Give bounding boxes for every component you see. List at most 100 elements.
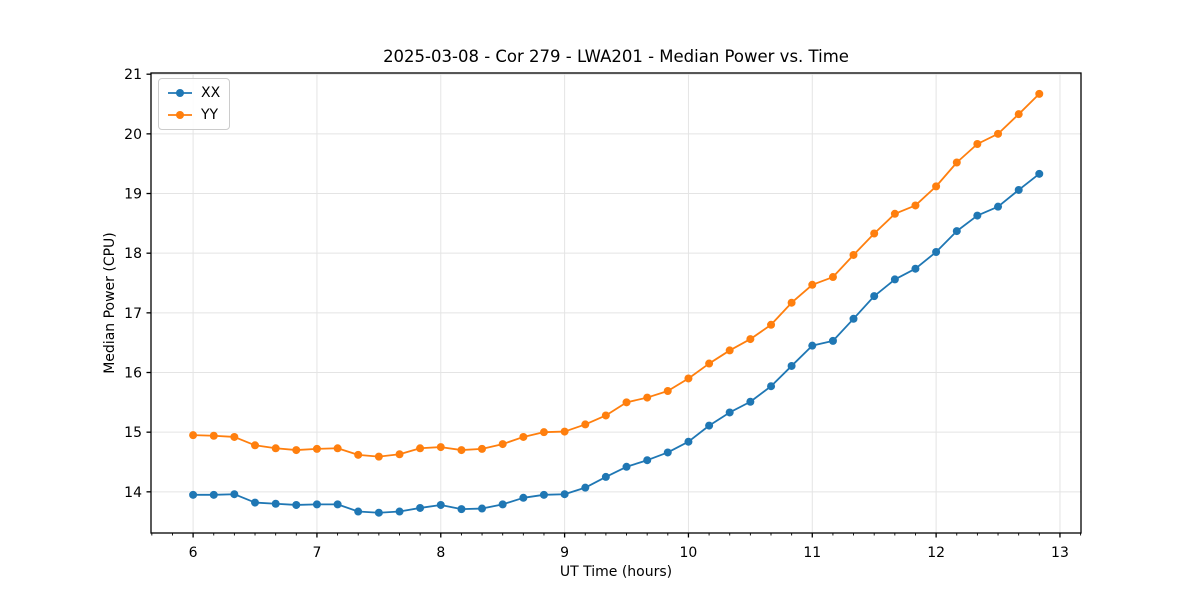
x-tick-label: 12 [927,545,945,561]
data-point-YY [333,444,342,453]
data-point-XX [663,448,672,457]
data-point-YY [808,280,817,289]
series-line-YY [193,93,1040,458]
legend: XX YY [158,78,231,130]
data-point-XX [643,456,652,465]
data-point-YY [436,443,445,452]
data-point-XX [1014,185,1023,194]
data-point-YY [663,387,672,396]
data-point-YY [601,411,610,420]
data-point-YY [1035,89,1044,98]
data-point-XX [230,490,239,499]
data-point-YY [581,420,590,429]
data-point-YY [911,201,920,210]
data-point-YY [1014,110,1023,119]
data-point-YY [457,446,466,455]
y-tick-labels: 14 15 16 17 18 19 20 21 [124,67,142,501]
series-line-XX [193,173,1040,514]
data-point-YY [251,441,260,450]
data-point-XX [374,508,383,517]
data-point-YY [705,359,714,368]
x-tick-label: 10 [680,545,698,561]
legend-label-yy: YY [201,107,219,123]
data-point-XX [787,361,796,370]
data-point-YY [416,444,425,453]
legend-item-yy: YY [166,106,220,124]
data-point-XX [436,500,445,509]
x-axis-label: UT Time (hours) [559,564,673,580]
data-point-XX [271,499,280,508]
data-point-YY [622,398,631,407]
y-tick-label: 20 [124,127,142,143]
legend-swatch-yy-icon [168,111,192,119]
data-point-YY [395,450,404,459]
data-point-XX [725,408,734,417]
data-point-YY [189,431,198,440]
data-point-YY [478,444,487,453]
data-point-YY [230,432,239,441]
data-point-XX [333,500,342,509]
plot-border [150,72,1082,534]
y-tick-label: 17 [124,306,142,322]
x-ticks [192,533,1061,538]
data-point-XX [767,382,776,391]
data-point-XX [395,507,404,516]
data-point-YY [560,427,569,436]
data-point-XX [849,314,858,323]
y-axis-label: Median Power (CPU) [102,232,118,374]
data-point-YY [271,444,280,453]
data-point-YY [498,440,507,449]
x-tick-label: 9 [560,545,569,561]
y-tick-label: 18 [124,246,142,262]
data-point-XX [601,472,610,481]
x-tick-labels: 6 7 8 9 10 11 12 13 [189,545,1069,561]
data-point-YY [519,432,528,441]
data-point-YY [312,444,321,453]
data-point-XX [746,397,755,406]
legend-swatch-xx-icon [168,89,192,97]
data-point-XX [911,264,920,273]
data-point-YY [994,129,1003,138]
grid [151,73,1081,533]
data-point-XX [539,490,548,499]
data-point-XX [457,505,466,514]
chart-title: 2025-03-08 - Cor 279 - LWA201 - Median P… [383,47,849,66]
data-point-YY [539,428,548,437]
x-tick-label: 7 [312,545,321,561]
data-point-XX [870,292,879,301]
data-point-YY [746,335,755,344]
series-YY [189,89,1044,461]
y-tick-label: 15 [124,425,142,441]
data-point-XX [890,275,899,284]
y-tick-label: 14 [124,485,142,501]
data-point-XX [1035,169,1044,178]
data-point-XX [952,227,961,236]
data-point-XX [292,500,301,509]
x-tick-label: 6 [189,545,198,561]
data-point-XX [705,421,714,430]
data-point-YY [767,320,776,329]
data-point-YY [890,209,899,218]
data-point-XX [932,247,941,256]
y-ticks [146,73,151,493]
data-point-XX [994,202,1003,211]
data-point-XX [478,504,487,513]
data-point-XX [622,462,631,471]
data-point-XX [560,490,569,499]
data-point-XX [498,500,507,509]
data-point-YY [292,446,301,455]
data-point-YY [828,273,837,282]
data-point-YY [725,346,734,355]
series-XX [189,169,1044,517]
data-point-XX [828,336,837,345]
data-point-YY [684,374,693,383]
data-point-XX [209,490,218,499]
y-tick-label: 16 [124,366,142,382]
data-point-YY [643,393,652,402]
legend-label-xx: XX [201,85,221,101]
data-point-XX [684,437,693,446]
data-point-YY [952,158,961,167]
data-point-YY [870,229,879,238]
